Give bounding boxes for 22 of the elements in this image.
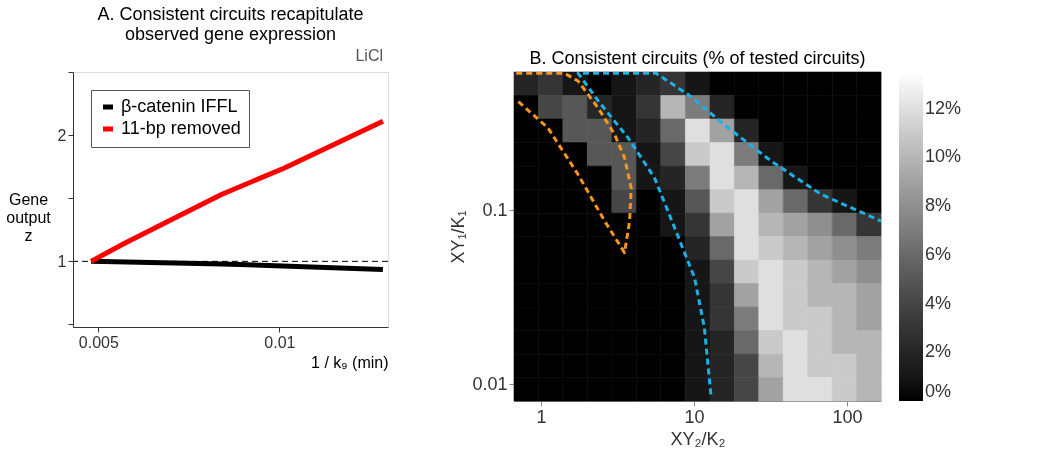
x-tick-label: 100 <box>832 406 863 427</box>
y-axis-title: XY₁/K₁ <box>448 210 469 264</box>
x-axis-title: 1 / k₉ (min) <box>311 353 389 371</box>
chart-title: A. Consistent circuits recapitulate observed gene expression <box>97 4 364 44</box>
color-bar-label: 6% <box>925 243 952 264</box>
color-bar-label: 0% <box>925 381 952 401</box>
x-tick-label: 0.005 <box>78 333 119 351</box>
x-tick-label: 1 <box>536 406 547 427</box>
legend-label: β-catenin IFFL <box>121 96 238 116</box>
color-bar-label: 2% <box>925 341 952 362</box>
x-tick-label: 10 <box>684 406 705 427</box>
color-bar-label: 10% <box>925 146 962 167</box>
y-tick-label: 2 <box>57 126 67 144</box>
color-bar-label: 12% <box>925 97 962 118</box>
legend-label: 11-bp removed <box>121 118 241 138</box>
chart-title: B. Consistent circuits (% of tested circuits) <box>529 47 866 68</box>
x-axis-title: XY₂/K₂ <box>670 428 726 449</box>
color-bar-label: 4% <box>925 292 952 313</box>
color-bar-label: 8% <box>925 195 952 216</box>
text: LiCl <box>355 47 383 64</box>
y-axis-title: Gene output z <box>6 191 52 244</box>
y-tick-label: 0.1 <box>482 199 508 220</box>
